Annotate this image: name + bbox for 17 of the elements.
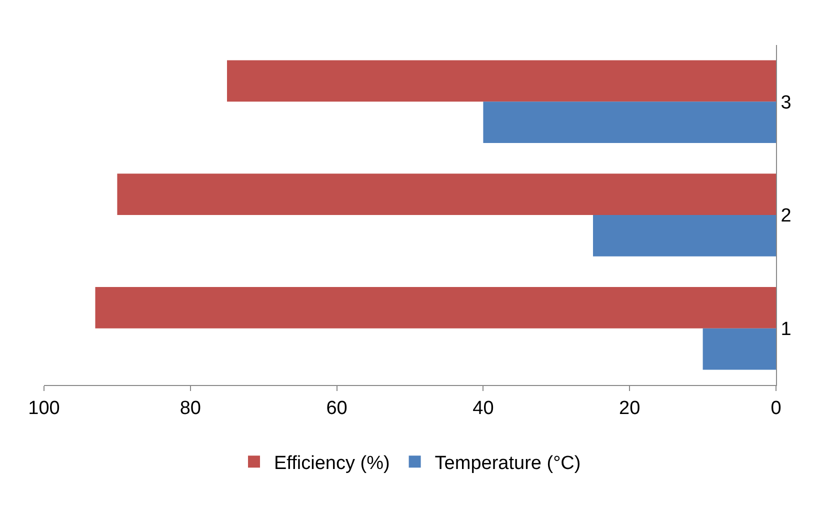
x-tick-label: 80 <box>180 398 201 419</box>
y-tick-label: 2 <box>780 206 792 227</box>
x-tick-label: 0 <box>770 398 782 419</box>
bar <box>227 60 776 102</box>
bar <box>117 174 776 215</box>
legend-label: Efficiency (%) <box>274 453 390 474</box>
y-tick-label: 3 <box>780 92 792 114</box>
bar <box>702 328 776 370</box>
bar <box>483 102 776 144</box>
bar <box>593 215 776 256</box>
x-tick-label: 60 <box>326 398 348 419</box>
legend-label: Temperature (°C) <box>434 453 581 474</box>
y-tick-label: 1 <box>780 318 792 340</box>
x-tick-label: 40 <box>472 398 494 419</box>
x-tick-label: 100 <box>28 398 60 419</box>
x-tick-label: 20 <box>619 398 640 419</box>
bar <box>95 286 776 328</box>
